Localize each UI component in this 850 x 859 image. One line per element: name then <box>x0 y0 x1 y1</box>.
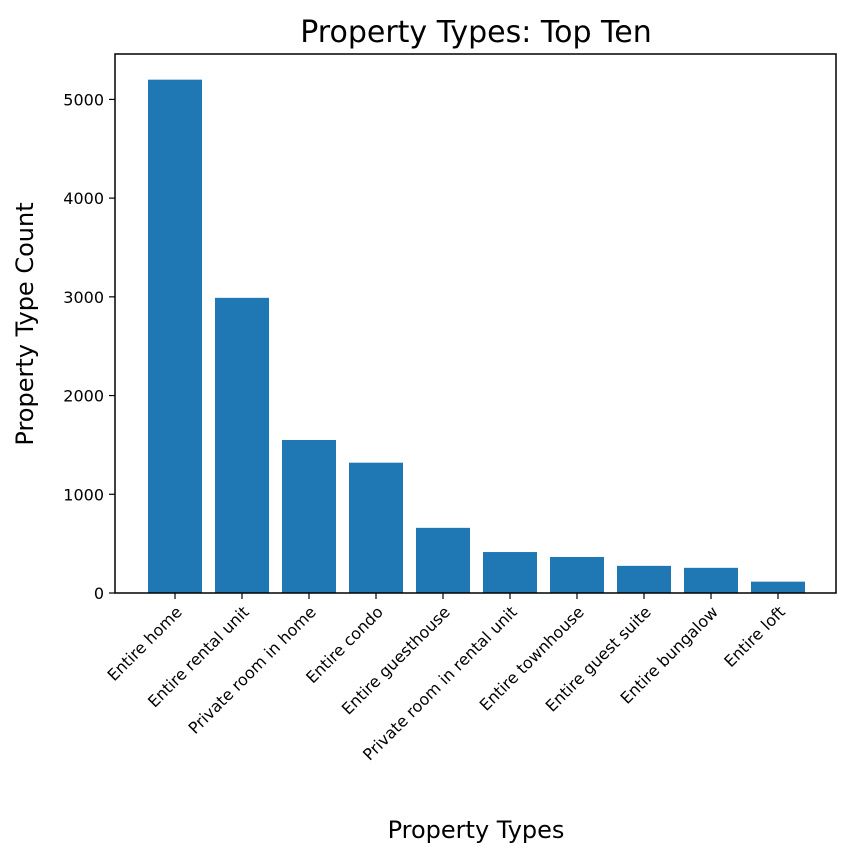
y-tick-label: 1000 <box>63 485 104 504</box>
bar <box>349 462 403 593</box>
y-axis: 0 1000 2000 3000 4000 5000 <box>63 90 115 603</box>
bar <box>215 297 269 593</box>
y-axis-title: Property Type Count <box>11 202 39 445</box>
bar <box>751 581 805 593</box>
y-tick-label: 5000 <box>63 90 104 109</box>
bar <box>148 79 202 593</box>
bar <box>483 552 537 593</box>
x-axis-title: Property Types <box>388 816 565 844</box>
bar <box>684 567 738 593</box>
bar <box>550 556 604 593</box>
x-tick-label: Private room in home <box>185 602 320 737</box>
y-tick-label: 2000 <box>63 387 104 406</box>
bars-layer <box>148 79 805 593</box>
bar <box>416 527 470 593</box>
chart-title: Property Types: Top Ten <box>300 15 652 50</box>
bar <box>617 565 671 593</box>
y-tick-label: 3000 <box>63 288 104 307</box>
bar <box>282 439 336 593</box>
y-tick-label: 0 <box>94 584 104 603</box>
x-tick-label: Entire loft <box>720 602 789 671</box>
plot-frame <box>114 53 837 594</box>
y-tick-label: 4000 <box>63 189 104 208</box>
